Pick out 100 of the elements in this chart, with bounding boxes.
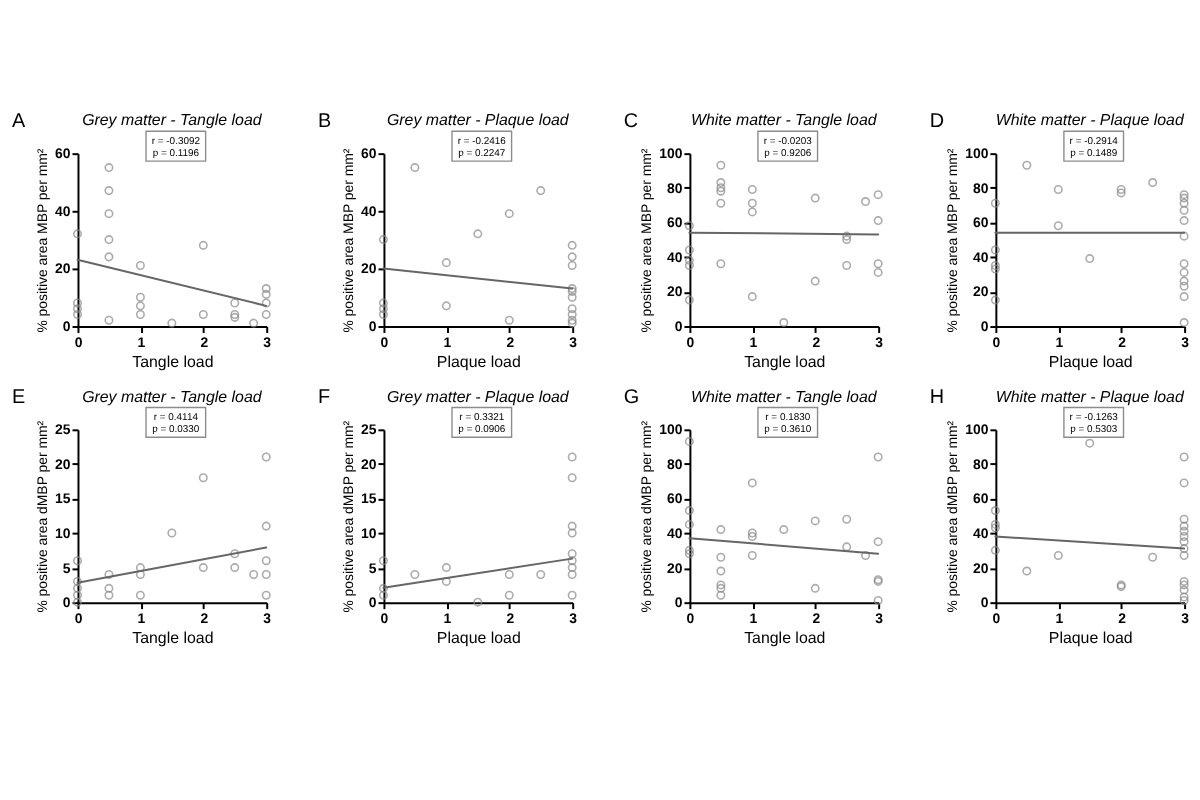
point [72, 304, 82, 314]
point [810, 583, 820, 593]
chart-title: White matter - Plaque load [995, 387, 1185, 406]
chart-title: Grey matter - Plaque load [386, 111, 570, 130]
point [1148, 552, 1158, 562]
point [104, 583, 114, 593]
point [684, 295, 694, 305]
point [1179, 216, 1189, 226]
point [990, 519, 1000, 529]
point [1179, 281, 1189, 291]
point [504, 315, 514, 325]
point [441, 563, 451, 573]
x-axis-title: Plaque load [1048, 352, 1133, 371]
point [810, 516, 820, 526]
text: F [317, 387, 331, 410]
point [684, 519, 694, 529]
point [779, 525, 789, 535]
point [567, 452, 577, 462]
x-axis-title: Plaque load [1048, 628, 1133, 647]
point [873, 595, 883, 605]
point [198, 309, 208, 319]
point [747, 478, 757, 488]
chart-title: White matter - Plaque load [995, 111, 1185, 130]
point [1179, 478, 1189, 488]
x-axis-title: Tangle load [132, 352, 214, 371]
point [1179, 514, 1189, 524]
point [441, 301, 451, 311]
point [261, 298, 271, 308]
point [135, 590, 145, 600]
point [410, 163, 420, 173]
point [230, 563, 240, 573]
point [716, 198, 726, 208]
point [536, 570, 546, 580]
point [684, 436, 694, 446]
x-axis-title: Tangle load [744, 352, 826, 371]
point [378, 304, 388, 314]
point [261, 556, 271, 566]
point [567, 292, 577, 302]
chart-title: White matter - Tangle load [690, 111, 878, 130]
point [167, 318, 177, 328]
point [716, 160, 726, 170]
point [1179, 521, 1189, 531]
point [873, 216, 883, 226]
point [716, 590, 726, 600]
point [1179, 198, 1189, 208]
text: C [623, 111, 639, 134]
point [135, 292, 145, 302]
point [135, 301, 145, 311]
point [1179, 550, 1189, 561]
point [747, 198, 757, 208]
point [567, 590, 577, 600]
point [504, 209, 514, 219]
point [842, 231, 852, 241]
point [1179, 318, 1189, 328]
point [104, 590, 114, 600]
point [1116, 184, 1126, 194]
point [1148, 178, 1158, 188]
point [747, 184, 757, 194]
point [536, 186, 546, 196]
point [990, 545, 1000, 555]
point [261, 452, 271, 462]
point [378, 298, 388, 308]
point [72, 556, 82, 566]
text: G [623, 387, 640, 410]
chart-title: Grey matter - Tangle load [82, 111, 263, 130]
x-axis-title: Tangle load [744, 628, 826, 647]
point [861, 550, 871, 561]
point [72, 298, 82, 308]
point [1179, 526, 1189, 536]
point [378, 583, 388, 593]
point [1053, 550, 1063, 561]
point [473, 229, 483, 239]
point [567, 521, 577, 531]
point [261, 590, 271, 600]
point [72, 576, 82, 586]
point [378, 556, 388, 566]
point [567, 261, 577, 271]
text: A [11, 111, 26, 134]
point [684, 545, 694, 555]
point [873, 537, 883, 547]
point [378, 235, 388, 245]
point [1179, 585, 1189, 595]
point [230, 549, 240, 559]
x-axis-title: Plaque load [436, 628, 521, 647]
point [198, 473, 208, 483]
point [504, 570, 514, 580]
text: E [11, 387, 26, 410]
point [1179, 580, 1189, 590]
point [261, 284, 271, 294]
text: D [929, 111, 945, 134]
point [1179, 537, 1189, 547]
point [1179, 452, 1189, 462]
point [104, 252, 114, 262]
point [249, 318, 259, 328]
point [72, 229, 82, 239]
point [1179, 231, 1189, 241]
point [104, 315, 114, 325]
point [716, 552, 726, 562]
point [990, 245, 1000, 255]
point [684, 245, 694, 255]
